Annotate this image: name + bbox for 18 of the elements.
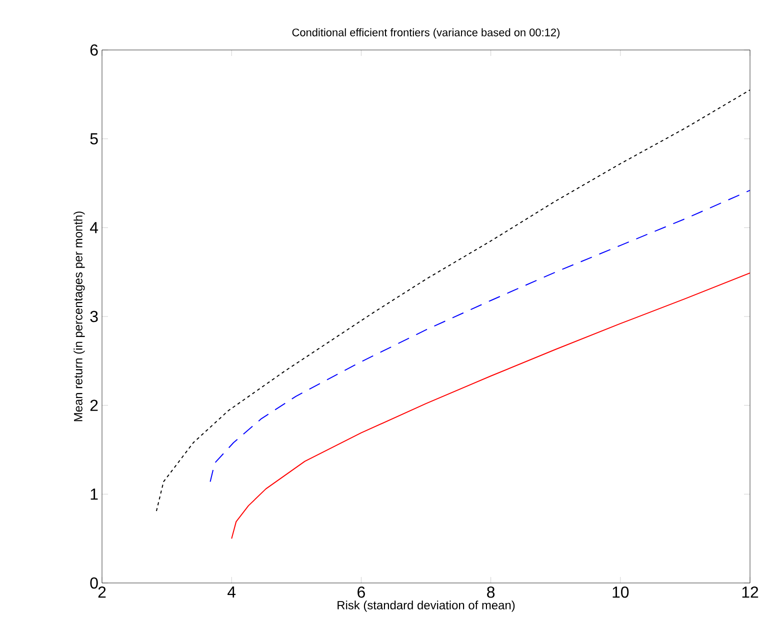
y-axis-title: Mean return (in percentages per month) [74,212,85,422]
y-tick-label: 2 [90,400,98,411]
y-tick-label: 5 [90,133,98,144]
y-tick-label: 6 [90,44,98,56]
y-tick-label: 3 [90,310,98,322]
y-tick-label: 4 [90,222,98,234]
line-series [231,272,750,540]
x-tick-label: 8 [487,586,495,598]
line-series [210,190,750,482]
x-tick-label: 2 [98,586,106,598]
x-tick-label: 10 [612,586,629,598]
y-tick-label: 0 [90,577,98,589]
x-tick-label: 12 [742,586,758,598]
chart-title: Conditional efficient frontiers (variance based on 00:12) [292,28,560,38]
x-tick-label: 4 [228,586,236,598]
x-tick-label: 6 [358,586,365,598]
y-tick-label: 1 [90,488,98,500]
x-axis-title: Risk (standard deviation of mean) [338,600,515,612]
